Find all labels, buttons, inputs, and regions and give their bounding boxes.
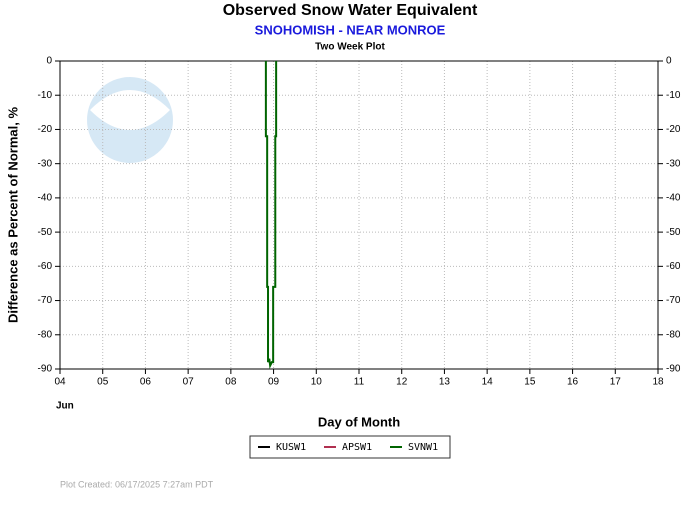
y-tick-label: -70: [38, 295, 53, 306]
plot-frame: [59, 60, 659, 370]
x-tick-label: 17: [610, 377, 622, 388]
x-tick-label: 15: [524, 377, 536, 388]
y-tick-label: -90: [38, 364, 53, 375]
legend-label: SVNW1: [408, 442, 438, 453]
y-tick-label: -80: [38, 329, 53, 340]
x-axis-title: Day of Month: [318, 414, 400, 429]
y-tick-label: -20: [38, 124, 53, 135]
x-tick-label: 11: [354, 377, 365, 388]
y-tick-label: -60: [666, 261, 681, 272]
y-tick-label: -20: [666, 124, 681, 135]
legend-label: APSW1: [342, 442, 372, 453]
y-tick-label: -90: [666, 364, 681, 375]
noaa-logo: [87, 77, 173, 163]
x-tick-label: 05: [97, 377, 109, 388]
legend-label: KUSW1: [276, 442, 306, 453]
y-axis-title: Difference as Percent of Normal, %: [5, 107, 20, 323]
x-tick-label: 14: [482, 377, 494, 388]
x-tick-label: 07: [183, 377, 195, 388]
y-tick-label: -80: [666, 329, 681, 340]
x-tick-label: 10: [311, 377, 323, 388]
chart-subtitle: SNOHOMISH - NEAR MONROE: [255, 22, 446, 37]
x-tick-label: 12: [396, 377, 408, 388]
y-tick-label: -30: [666, 158, 681, 169]
y-tick-label: -70: [666, 295, 681, 306]
y-tick-label: -50: [666, 227, 681, 238]
x-tick-label: 09: [268, 377, 280, 388]
chart-subtitle: Two Week Plot: [315, 42, 385, 53]
x-tick-label: 04: [54, 377, 66, 388]
y-tick-label: 0: [666, 56, 672, 67]
y-tick-label: -50: [38, 227, 53, 238]
x-tick-label: 06: [140, 377, 152, 388]
chart-title: Observed Snow Water Equivalent: [223, 2, 478, 19]
y-tick-label: -10: [666, 90, 681, 101]
x-annotation: Jun: [56, 401, 74, 412]
y-tick-label: -10: [38, 90, 53, 101]
x-tick-label: 18: [652, 377, 664, 388]
footer: Plot Created: 06/17/2025 7:27am PDT: [60, 479, 214, 489]
x-tick-label: 16: [567, 377, 579, 388]
x-tick-label: 13: [439, 377, 451, 388]
legend: [249, 435, 451, 459]
data-line: [264, 61, 278, 369]
y-tick-label: -40: [38, 193, 53, 204]
y-tick-label: -30: [38, 158, 53, 169]
x-tick-label: 08: [225, 377, 237, 388]
y-tick-label: -40: [666, 193, 681, 204]
y-tick-label: 0: [46, 56, 52, 67]
y-tick-label: -60: [38, 261, 53, 272]
